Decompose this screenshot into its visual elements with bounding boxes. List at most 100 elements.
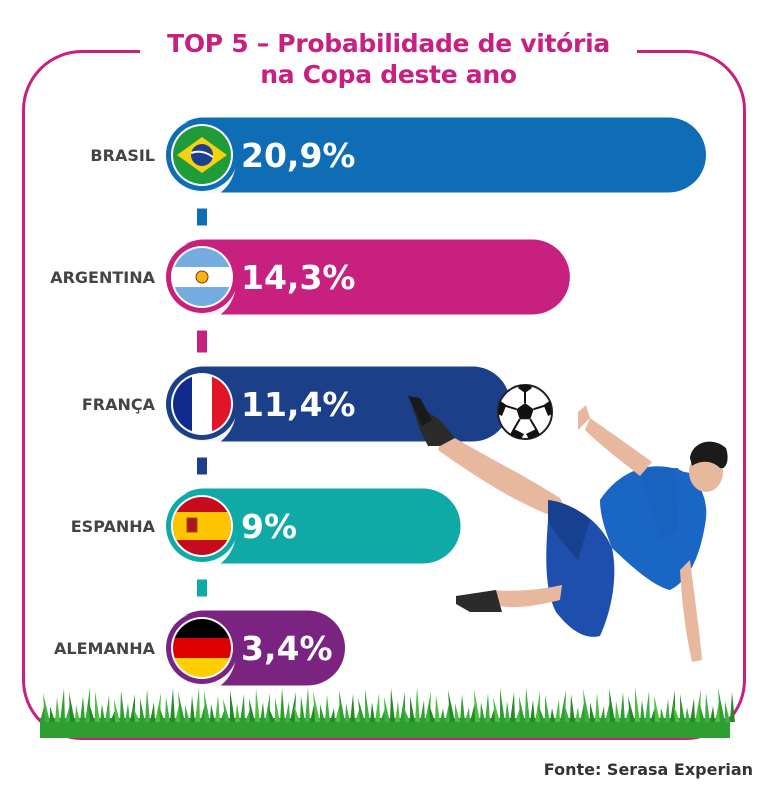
grass-blade xyxy=(133,707,140,722)
grass-blade xyxy=(110,708,116,722)
grass-blade xyxy=(220,708,225,722)
grass-blade xyxy=(545,695,550,722)
chart-title-line-1: TOP 5 – Probabilidade de vitória xyxy=(167,29,610,58)
grass-blade xyxy=(190,696,195,722)
bar-connector xyxy=(197,330,207,353)
grass-blade xyxy=(710,706,715,722)
grass-blade xyxy=(105,695,110,722)
grass-blade xyxy=(645,691,650,722)
grass-blade xyxy=(555,699,560,722)
grass-blade xyxy=(325,695,330,722)
category-label: ALEMANHA xyxy=(54,639,156,658)
grass-blade xyxy=(40,702,45,722)
grass-blade xyxy=(635,687,640,722)
grass-blade xyxy=(170,688,175,722)
grass-blade xyxy=(429,704,435,722)
grass-blade xyxy=(500,688,505,722)
grass-blade xyxy=(595,693,600,722)
grass-decoration xyxy=(40,687,735,738)
grass-blade xyxy=(665,699,670,722)
grass-blade xyxy=(705,693,710,722)
grass-blade xyxy=(580,698,585,722)
grass-blade xyxy=(95,691,100,722)
grass-blade xyxy=(403,705,410,722)
grass-blade xyxy=(275,697,280,722)
grass-blade xyxy=(515,705,521,722)
grass-blade xyxy=(680,694,685,722)
grass-blade xyxy=(365,689,370,722)
grass-blade xyxy=(125,703,130,722)
grass-blade xyxy=(85,687,90,722)
grass-blade xyxy=(448,690,455,722)
germany-flag-icon xyxy=(173,619,231,677)
grass-blade xyxy=(120,690,125,722)
grass-blade xyxy=(730,692,735,722)
soccer-ball-icon xyxy=(497,384,553,440)
grass-blade xyxy=(564,703,570,722)
bar-connector xyxy=(197,208,207,226)
grass-blade xyxy=(339,690,345,722)
grass-blade xyxy=(660,708,665,722)
grass-blade xyxy=(538,704,545,722)
bar xyxy=(166,117,707,193)
grass-blade xyxy=(415,687,420,722)
grass-blade xyxy=(350,694,355,722)
grass-blade xyxy=(330,708,335,722)
spain-flag-icon xyxy=(173,497,231,555)
grass-blade xyxy=(290,692,296,722)
grass-blade xyxy=(355,707,360,722)
value-label: 3,4% xyxy=(241,629,333,668)
category-label: BRASIL xyxy=(90,146,155,165)
grass-blade xyxy=(345,703,350,722)
grass-blade xyxy=(265,693,270,722)
grass-blade xyxy=(245,707,251,722)
grass-blade xyxy=(240,694,245,722)
grass-blade xyxy=(75,705,80,722)
bar-row-espanha: 9% ESPANHA xyxy=(71,488,461,572)
bar-connector xyxy=(197,579,207,597)
grass-blade xyxy=(570,694,575,722)
grass-blade xyxy=(505,701,510,722)
grass-blade xyxy=(609,688,615,722)
value-label: 20,9% xyxy=(241,136,356,175)
soccer-player-illustration xyxy=(408,396,728,662)
chart-title: TOP 5 – Probabilidade de vitória na Copa… xyxy=(140,28,637,90)
category-label: ARGENTINA xyxy=(50,268,155,287)
grass-blade xyxy=(670,690,675,722)
grass-blade xyxy=(628,696,635,722)
grass-blade xyxy=(425,691,431,722)
brazil-flag-icon xyxy=(173,126,231,184)
grass-blade xyxy=(550,708,555,722)
grass-blade xyxy=(510,692,515,722)
grass-blade xyxy=(313,691,320,722)
grass-blade xyxy=(255,689,260,722)
bar-row-alemanha: 3,4% ALEMANHA xyxy=(54,610,345,694)
grass-blade xyxy=(530,700,535,722)
grass-blade xyxy=(155,693,161,722)
grass-blade xyxy=(320,704,325,722)
grass-blade xyxy=(195,687,200,722)
grass-blade xyxy=(384,697,390,722)
grass-blade xyxy=(725,701,730,722)
grass-blade xyxy=(55,697,60,722)
value-label: 11,4% xyxy=(241,385,356,424)
bar xyxy=(166,488,461,564)
grass-blade xyxy=(305,687,310,722)
grass-blade xyxy=(715,697,720,722)
bar xyxy=(166,239,570,315)
source-note: Fonte: Serasa Experian xyxy=(543,760,753,779)
grass-blade xyxy=(130,694,135,722)
grass-blade xyxy=(300,696,305,722)
grass-blade xyxy=(175,701,180,722)
grass-blade xyxy=(440,708,445,722)
grass-blade xyxy=(285,701,290,722)
grass-blade xyxy=(69,692,75,722)
grass-blade xyxy=(310,700,315,722)
grass-blade xyxy=(435,695,440,722)
grass-blade xyxy=(185,705,190,722)
grass-blade xyxy=(100,704,105,722)
grass-blade xyxy=(268,706,275,722)
grass-blade xyxy=(159,706,165,722)
grass-blade xyxy=(600,706,605,722)
